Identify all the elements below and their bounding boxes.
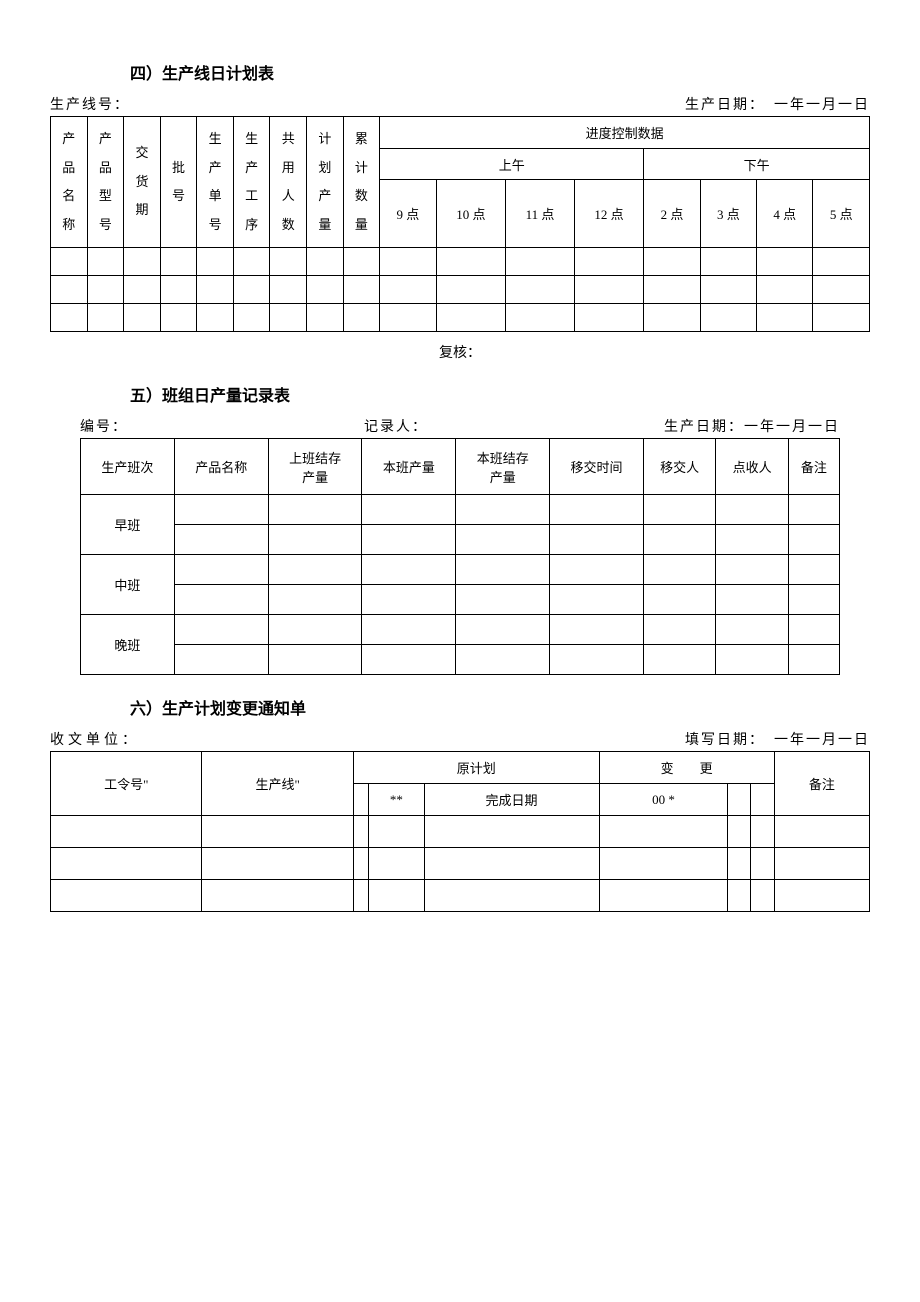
section6-title: 六）生产计划变更通知单 (130, 695, 870, 719)
num-label: 编号： (80, 416, 128, 436)
recorder-label: 记录人： (364, 416, 428, 436)
shift-morning: 早班 (81, 495, 175, 555)
table-change-notice: 工令号" 生产线" 原计划 变 更 备注 ** 完成日期 00 * (50, 751, 870, 912)
col-sub1: ** (369, 784, 424, 816)
col-receiver: 点收人 (716, 439, 788, 495)
table-row: 早班 (81, 495, 840, 525)
col-10: 10 点 (436, 180, 506, 248)
col-original: 原计划 (353, 752, 599, 784)
shift-night: 晚班 (81, 615, 175, 675)
col-plan-qty: 计划产量 (307, 117, 344, 248)
table-row (51, 880, 870, 912)
review-label: 复核： (50, 342, 870, 362)
col-sub2: 完成日期 (424, 784, 599, 816)
col-line: 生产线" (202, 752, 353, 816)
col-remark-6: 备注 (774, 752, 869, 816)
col-11: 11 点 (506, 180, 575, 248)
col-product-name: 产品名称 (51, 117, 88, 248)
col-prod-name: 产品名称 (174, 439, 268, 495)
table-row (51, 276, 870, 304)
col-process: 生产工序 (233, 117, 270, 248)
col-sub3: 00 * (599, 784, 728, 816)
section5-title: 五）班组日产量记录表 (130, 382, 870, 406)
table-row (51, 248, 870, 276)
col-product-model: 产品型号 (87, 117, 124, 248)
col-change: 变 更 (599, 752, 774, 784)
table-row (51, 848, 870, 880)
table-row (51, 816, 870, 848)
col-handover-time: 移交时间 (550, 439, 644, 495)
section6-header-row: 收文单位： 填写日期： 一年一月一日 (50, 729, 870, 749)
shift-mid: 中班 (81, 555, 175, 615)
table-row (81, 645, 840, 675)
col-handover-by: 移交人 (643, 439, 715, 495)
col-sub-blank2 (728, 784, 751, 816)
unit-label: 收文单位： (50, 729, 140, 749)
section4-title: 四）生产线日计划表 (130, 60, 870, 84)
col-this-stock: 本班结存产量 (456, 439, 550, 495)
table-row: 中班 (81, 555, 840, 585)
date-label-6: 填写日期： 一年一月一日 (685, 729, 870, 749)
section5-header-row: 编号： 记录人： 生产日期：一年一月一日 (80, 416, 840, 436)
col-work-order: 工令号" (51, 752, 202, 816)
col-this-output: 本班产量 (362, 439, 456, 495)
col-progress: 进度控制数据 (380, 117, 870, 149)
col-5: 5 点 (813, 180, 870, 248)
col-3: 3 点 (700, 180, 756, 248)
date-label-5: 生产日期：一年一月一日 (664, 416, 840, 436)
col-cum-qty: 累计数量 (343, 117, 380, 248)
col-sub-blank3 (751, 784, 774, 816)
col-sub-blank1 (353, 784, 368, 816)
table-shift-output: 生产班次 产品名称 上班结存产量 本班产量 本班结存产量 移交时间 移交人 点收… (80, 438, 840, 675)
col-remark: 备注 (788, 439, 839, 495)
col-prev-stock: 上班结存产量 (268, 439, 362, 495)
col-delivery-date: 交货期 (124, 117, 161, 248)
col-12: 12 点 (574, 180, 644, 248)
col-pm: 下午 (644, 148, 870, 180)
table-row (51, 304, 870, 332)
col-2: 2 点 (644, 180, 700, 248)
date-label-4: 生产日期： 一年一月一日 (685, 94, 870, 114)
col-order-no: 生产单号 (197, 117, 234, 248)
table-daily-plan: 产品名称 产品型号 交货期 批号 生产单号 生产工序 共用人数 计划产量 累计数… (50, 116, 870, 332)
col-shift: 生产班次 (81, 439, 175, 495)
table-row (81, 585, 840, 615)
col-headcount: 共用人数 (270, 117, 307, 248)
table-row (81, 525, 840, 555)
col-9: 9 点 (380, 180, 436, 248)
line-no-label: 生产线号： (50, 94, 130, 114)
section4-header-row: 生产线号： 生产日期： 一年一月一日 (50, 94, 870, 114)
col-4: 4 点 (757, 180, 813, 248)
col-batch-no: 批号 (160, 117, 197, 248)
table-row: 晚班 (81, 615, 840, 645)
col-am: 上午 (380, 148, 644, 180)
